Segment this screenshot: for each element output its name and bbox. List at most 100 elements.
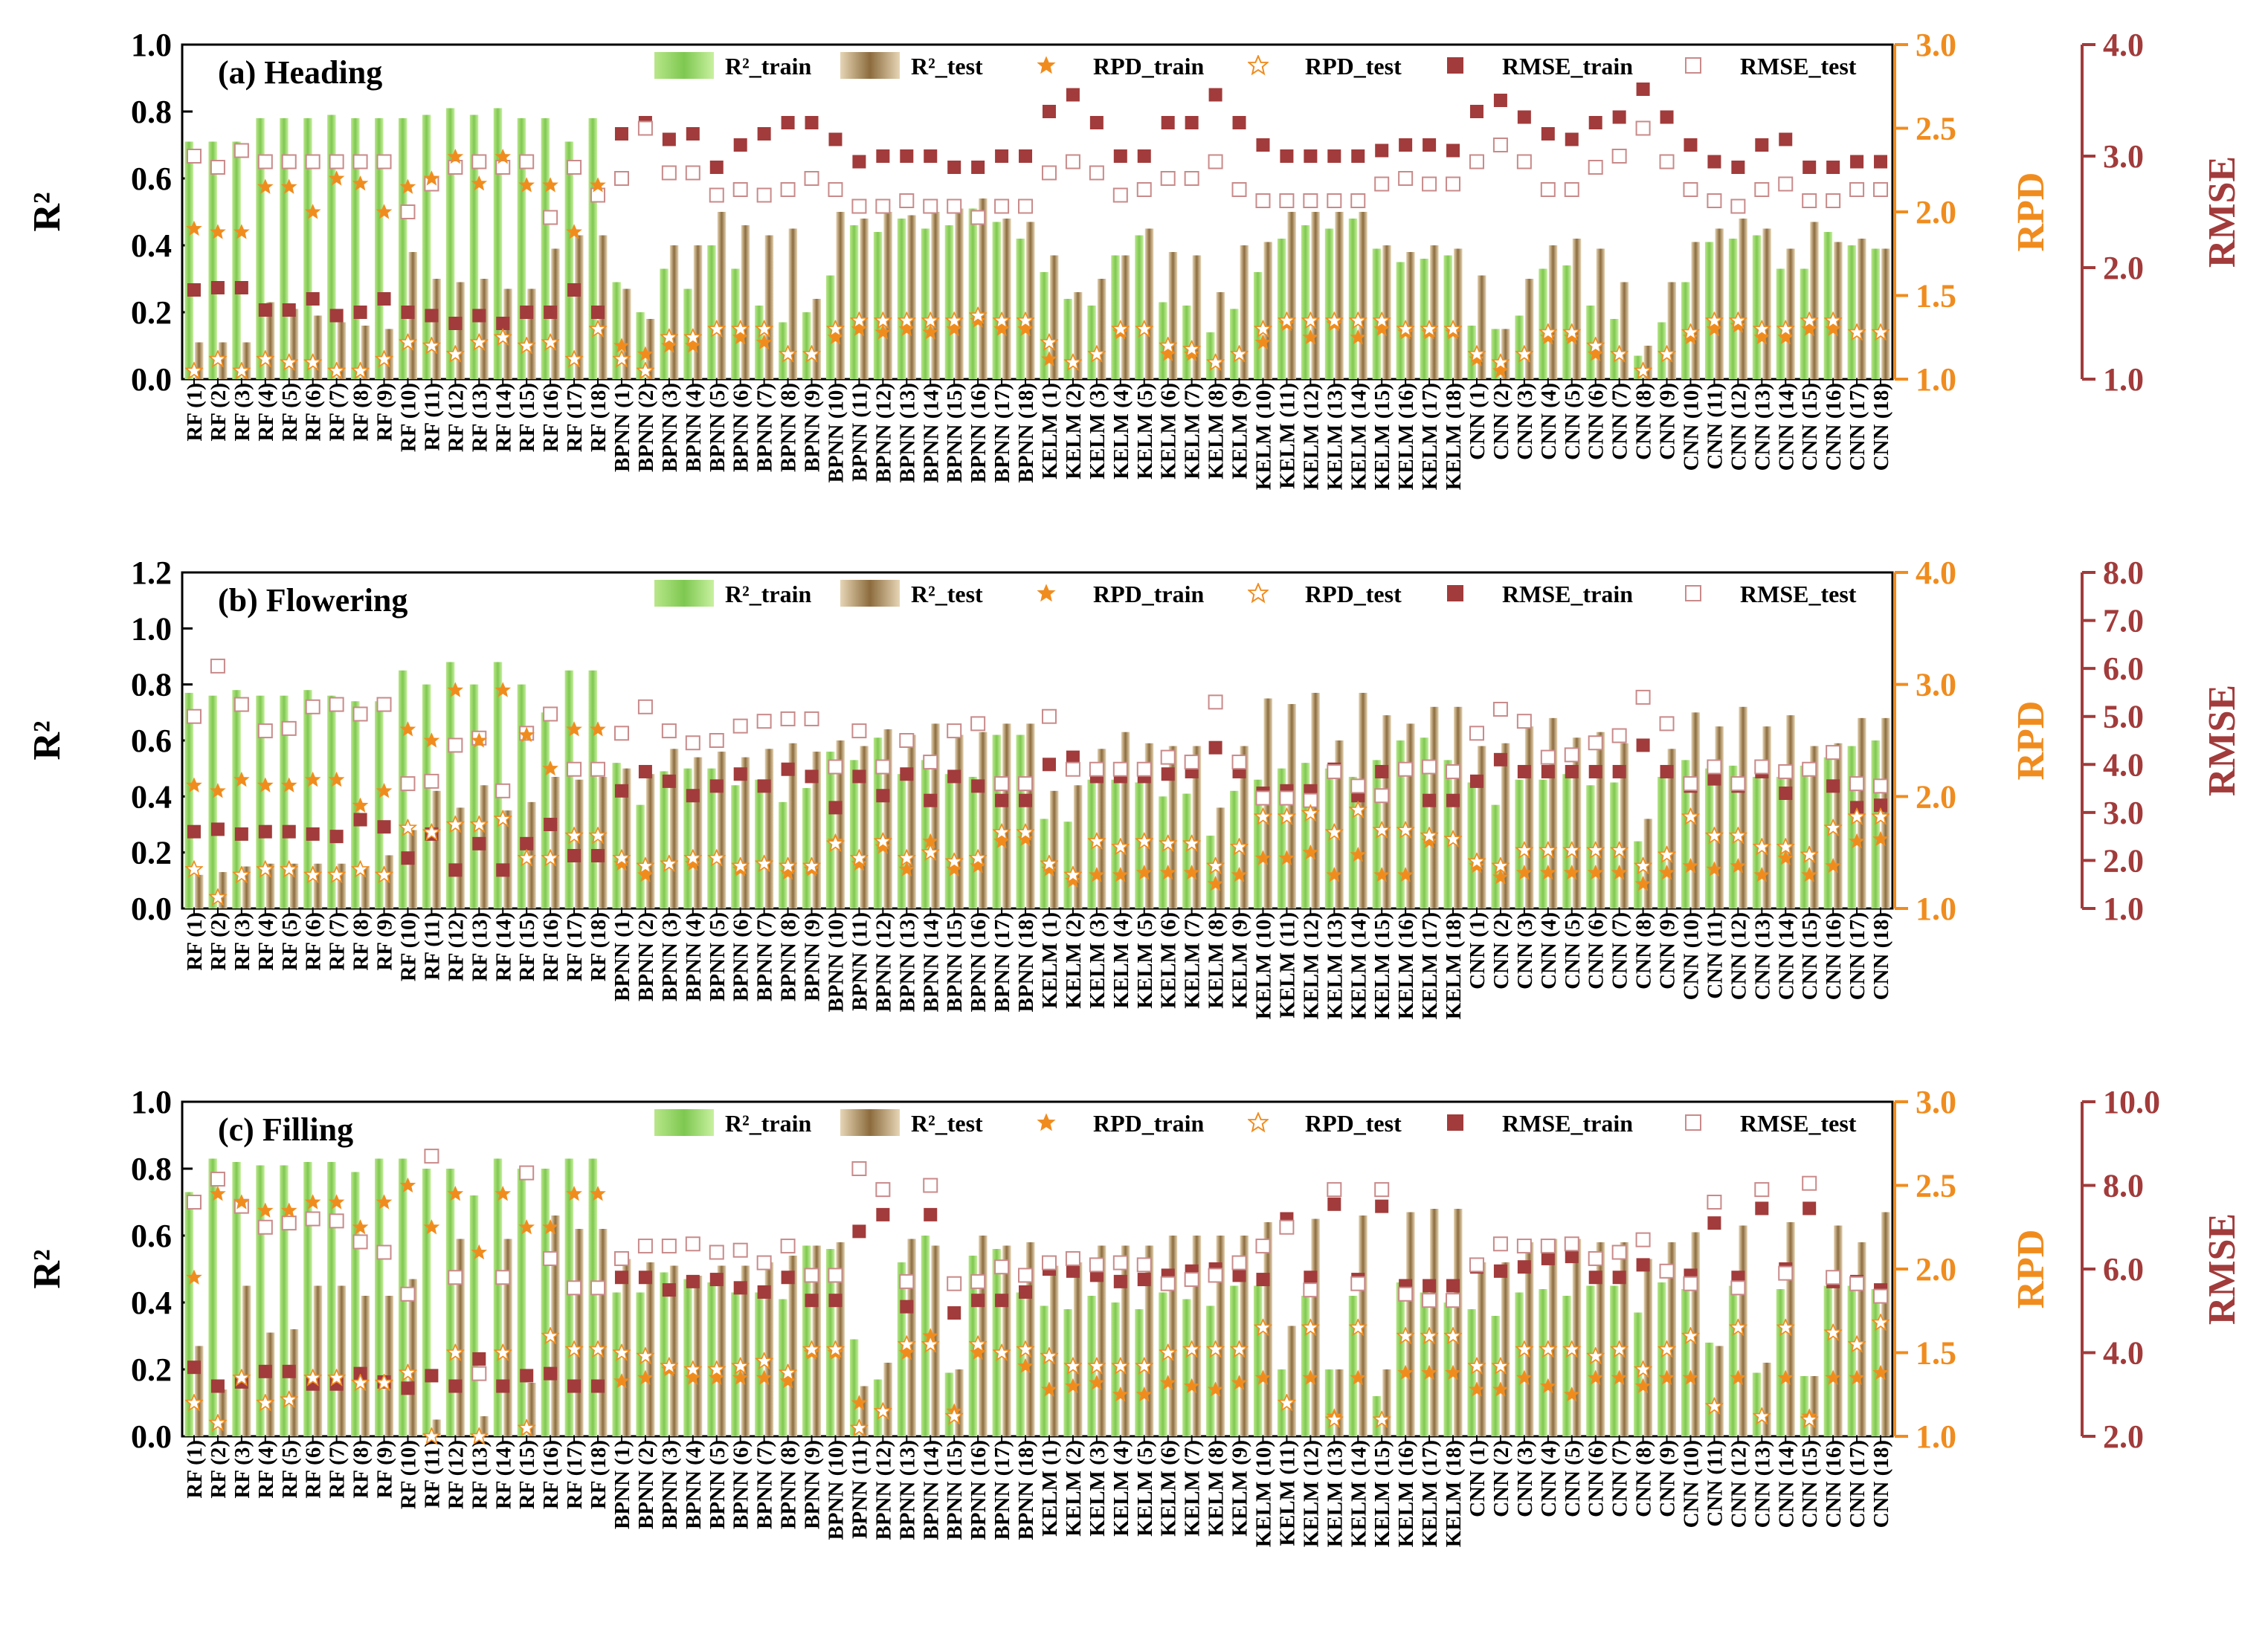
bar-r2-test: [527, 1383, 536, 1436]
panel-title: (a) Heading: [218, 54, 382, 91]
point-rmse-train: [1731, 161, 1745, 174]
legend-label-r2-test: R²_test: [911, 1110, 983, 1137]
bar-r2-test: [313, 1285, 323, 1436]
category-label: RF (8): [349, 1440, 373, 1499]
bar-r2-train: [232, 141, 241, 379]
category-label: KELM (16): [1394, 912, 1418, 1019]
bar-r2-train: [707, 245, 716, 379]
point-rmse-test: [400, 204, 416, 219]
bar-r2-train: [1681, 1289, 1690, 1436]
point-rmse-test: [1588, 735, 1603, 751]
panel-heading: 0.0 0.2 0.4 0.6 0.8 1.0 R² 1.0 1.5 2.0 2.5 3.0 RPD 1.…: [26, 27, 2243, 490]
bar-r2-test: [955, 1369, 964, 1436]
point-rmse-train: [1493, 94, 1507, 107]
bar-r2-test: [860, 746, 869, 908]
point-rmse-test: [732, 182, 748, 197]
point-rmse-test: [1873, 182, 1889, 197]
bar-r2-test: [408, 1279, 417, 1436]
point-rmse-train: [1850, 801, 1864, 815]
point-rmse-test: [828, 759, 843, 775]
bar-r2-train: [1539, 779, 1547, 908]
point-rmse-test: [899, 1273, 915, 1289]
category-label: RF (14): [492, 383, 515, 452]
point-rmse-train: [995, 149, 1009, 163]
r2-axis-label: R²: [26, 720, 68, 760]
bar-r2-train: [897, 774, 906, 908]
point-rmse-test: [1065, 154, 1080, 170]
bar-r2-train: [517, 118, 526, 379]
point-rmse-test: [257, 1219, 273, 1235]
point-rmse-test: [613, 171, 629, 186]
category-label: BPNN (13): [895, 912, 919, 1013]
r2-tick-label: 0.4: [131, 1285, 172, 1321]
category-label: CNN (4): [1537, 383, 1561, 460]
point-rmse-test: [1279, 193, 1295, 208]
bar-r2-train: [636, 1292, 645, 1436]
category-label: BPNN (10): [824, 383, 848, 483]
bar-r2-test: [503, 1239, 512, 1436]
point-rmse-train: [971, 779, 985, 793]
point-rmse-train: [805, 116, 819, 129]
bar-r2-train: [1206, 332, 1215, 379]
category-label: CNN (14): [1774, 1440, 1798, 1528]
bar-r2-test: [527, 288, 536, 379]
point-rmse-train: [1707, 772, 1721, 786]
point-rmse-test: [1683, 1276, 1698, 1291]
bar-r2-test: [1548, 1239, 1558, 1436]
bar-r2-test: [1715, 726, 1724, 908]
bar-r2-test: [1810, 746, 1819, 908]
point-rmse-train: [1423, 1279, 1437, 1293]
bar-r2-test: [1524, 726, 1534, 908]
bar-r2-train: [1301, 225, 1310, 379]
point-rmse-test: [233, 143, 249, 158]
point-rmse-train: [1113, 149, 1127, 163]
bar-r2-test: [1881, 248, 1890, 379]
point-rmse-train: [1137, 1273, 1151, 1287]
category-label: BPNN (9): [801, 1440, 825, 1529]
point-rmse-test: [1516, 1239, 1532, 1254]
point-rmse-test: [1849, 776, 1865, 792]
category-label: RF (14): [492, 1440, 515, 1509]
point-rmse-test: [281, 720, 297, 736]
bar-r2-train: [208, 695, 217, 908]
rmse-tick-label: 8.0: [2103, 555, 2144, 591]
r2-tick-label: 0.4: [131, 778, 172, 815]
category-label: CNN (5): [1561, 912, 1585, 990]
legend-swatch-r2-test: [840, 580, 900, 607]
bar-r2-train: [445, 108, 455, 379]
bar-r2-train: [564, 141, 574, 379]
legend-label-rmse-test: RMSE_test: [1740, 1110, 1857, 1137]
legend-label-rmse-train: RMSE_train: [1502, 1110, 1633, 1137]
point-rmse-test: [1255, 790, 1271, 806]
bar-r2-train: [873, 737, 883, 908]
point-rmse-train: [757, 127, 771, 141]
category-label: KELM (14): [1347, 1440, 1370, 1547]
bar-r2-test: [1121, 255, 1130, 379]
bar-r2-train: [1159, 796, 1167, 908]
r2-tick-label: 1.0: [131, 610, 172, 647]
bar-r2-test: [1477, 275, 1486, 379]
bar-r2-test: [955, 735, 964, 908]
point-rmse-train: [1636, 738, 1650, 752]
point-rmse-test: [1516, 154, 1532, 170]
bar-r2-test: [1263, 242, 1272, 379]
bar-r2-train: [1301, 763, 1310, 908]
bar-r2-train: [588, 670, 598, 908]
point-rmse-test: [305, 1211, 320, 1227]
bar-r2-test: [1026, 723, 1035, 908]
bar-r2-train: [1348, 1296, 1358, 1436]
point-rmse-train: [709, 1273, 724, 1287]
category-label: RF (16): [539, 1440, 563, 1509]
bar-r2-test: [1572, 737, 1582, 908]
category-label: CNN (11): [1703, 383, 1727, 470]
bar-r2-test: [883, 729, 892, 908]
point-rmse-test: [1231, 182, 1247, 197]
legend-swatch-r2-train: [654, 580, 714, 607]
point-rmse-test: [899, 193, 915, 208]
bar-r2-test: [265, 1332, 275, 1436]
point-rmse-train: [1375, 1199, 1389, 1213]
point-rmse-test: [756, 187, 772, 203]
bar-r2-train: [1063, 821, 1072, 908]
category-label: RF (8): [349, 383, 373, 442]
bar-r2-train: [944, 774, 954, 908]
